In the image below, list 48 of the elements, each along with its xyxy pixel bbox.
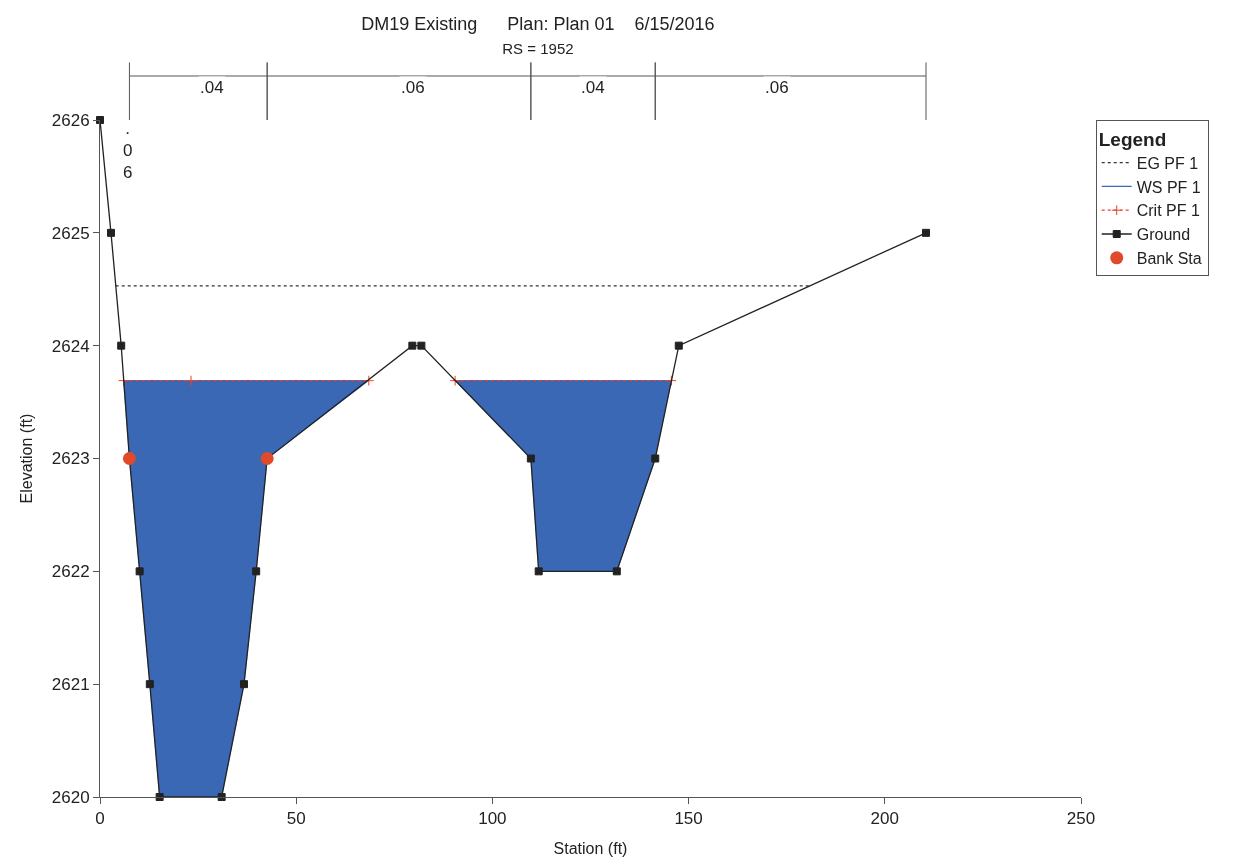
point bbox=[363, 375, 375, 387]
point bbox=[145, 680, 154, 689]
point bbox=[612, 567, 621, 576]
legend-label: Crit PF 1 bbox=[1136, 202, 1200, 220]
text: .04 bbox=[200, 78, 224, 97]
legend-label: Ground bbox=[1136, 226, 1191, 244]
y-tick-label: 2626 bbox=[51, 110, 90, 130]
text: .04 bbox=[581, 78, 605, 97]
point bbox=[240, 680, 249, 689]
x-tick-label: 250 bbox=[1066, 809, 1096, 829]
x-tick-label: 50 bbox=[286, 809, 306, 829]
legend-label: WS PF 1 bbox=[1136, 178, 1201, 196]
text: .06 bbox=[765, 78, 789, 97]
y-tick-label: 2620 bbox=[51, 787, 90, 807]
x-tick-label: 0 bbox=[95, 809, 105, 829]
point bbox=[449, 375, 461, 387]
y-tick-label: 2623 bbox=[51, 449, 90, 469]
point bbox=[408, 341, 417, 350]
point bbox=[417, 341, 426, 350]
y-tick-label: 2622 bbox=[51, 562, 90, 582]
x-axis-title: Station (ft) bbox=[553, 840, 628, 858]
legend-title: Legend bbox=[1098, 128, 1167, 150]
point bbox=[106, 228, 115, 237]
x-tick-label: 100 bbox=[478, 809, 507, 829]
point bbox=[922, 228, 930, 237]
point bbox=[665, 375, 677, 387]
point bbox=[674, 341, 683, 350]
y-tick-label: 2621 bbox=[51, 675, 90, 695]
y-tick-label: 2624 bbox=[51, 336, 90, 356]
point bbox=[651, 454, 660, 463]
legend-label: EG PF 1 bbox=[1136, 154, 1199, 172]
point bbox=[155, 793, 164, 801]
point bbox=[252, 567, 261, 576]
point bbox=[526, 454, 535, 463]
legend-label: Bank Sta bbox=[1136, 250, 1202, 268]
chart-subtitle: RS = 1952 bbox=[502, 39, 574, 57]
x-tick-label: 200 bbox=[870, 809, 899, 829]
point bbox=[117, 341, 126, 350]
text: .06 bbox=[401, 78, 425, 97]
y-tick-label: 2625 bbox=[51, 223, 90, 243]
point bbox=[135, 567, 144, 576]
annotation: .06 bbox=[123, 119, 133, 183]
chart-title: DM19 Existing Plan: Plan 01 6/15/2016 bbox=[361, 14, 715, 35]
point bbox=[185, 375, 197, 387]
point bbox=[534, 567, 543, 576]
y-axis-title: Elevation (ft) bbox=[17, 413, 35, 504]
point bbox=[217, 793, 226, 801]
x-tick-label: 150 bbox=[674, 809, 703, 829]
